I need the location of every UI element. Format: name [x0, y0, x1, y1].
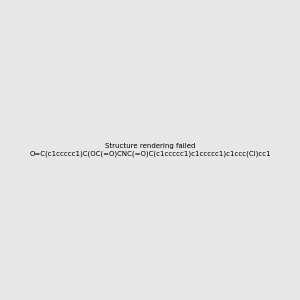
Text: Structure rendering failed
O=C(c1ccccc1)C(OC(=O)CNC(=O)C(c1ccccc1)c1ccccc1)c1ccc: Structure rendering failed O=C(c1ccccc1)… [29, 143, 271, 157]
